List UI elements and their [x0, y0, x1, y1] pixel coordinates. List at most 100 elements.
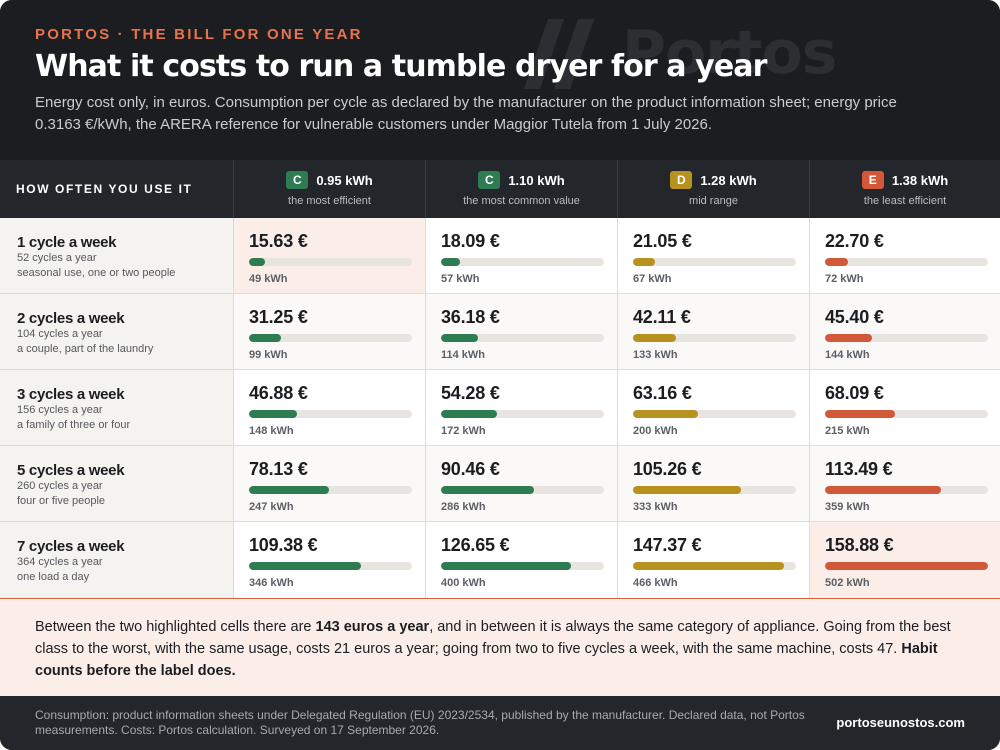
annual-cost: 78.13 € — [249, 459, 308, 479]
usage-label: 2 cycles a week 104 cycles a year a couple… — [0, 294, 233, 369]
household-type: seasonal use, one or two people — [17, 267, 176, 279]
annual-kwh: 57 kWh — [441, 273, 480, 285]
cost-cell: 68.09 € 215 kWh — [809, 370, 1000, 445]
annual-cost: 68.09 € — [825, 383, 884, 403]
annual-cost: 18.09 € — [441, 231, 500, 251]
consumption-bar — [441, 334, 604, 342]
annual-cost: 63.16 € — [633, 383, 692, 403]
consumption-bar — [825, 562, 988, 570]
consumption-bar — [441, 486, 604, 494]
cost-cell: 105.26 € 333 kWh — [617, 446, 809, 521]
annual-cost: 113.49 € — [825, 459, 893, 479]
consumption-bar-fill — [633, 486, 742, 494]
usage-label: 3 cycles a week 156 cycles a year a family… — [0, 370, 233, 445]
table-row: 1 cycle a week 52 cycles a year seasonal u… — [0, 218, 1000, 294]
annual-kwh: 114 kWh — [441, 349, 486, 361]
consumption-bar-fill — [825, 334, 872, 342]
consumption-bar — [441, 258, 604, 266]
annual-kwh: 466 kWh — [633, 577, 678, 589]
consumption-bar-fill — [441, 258, 460, 266]
cost-cell: 36.18 € 114 kWh — [425, 294, 617, 369]
note-highlight: 143 euros a year — [315, 619, 430, 635]
consumption-bar-fill — [825, 410, 895, 418]
table-row: 3 cycles a week 156 cycles a year a family… — [0, 370, 1000, 446]
annual-cost: 105.26 € — [633, 459, 702, 479]
column-header: C 0.95 kWh the most efficient — [233, 160, 425, 218]
annual-cost: 15.63 € — [249, 231, 308, 251]
column-header: C 1.10 kWh the most common value — [425, 160, 617, 218]
usage-label: 1 cycle a week 52 cycles a year seasonal u… — [0, 218, 233, 293]
energy-class-badge: C — [478, 171, 501, 189]
header: Portos PORTOS · THE BILL FOR ONE YEAR Wh… — [0, 0, 1000, 160]
annual-cost: 31.25 € — [249, 307, 308, 327]
consumption-bar — [249, 562, 412, 570]
watermark-text: Portos — [622, 18, 837, 88]
annual-kwh: 72 kWh — [825, 273, 864, 285]
consumption-bar — [441, 562, 604, 570]
consumption-bar — [825, 258, 988, 266]
consumption-bar — [633, 258, 796, 266]
annual-cost: 21.05 € — [633, 231, 692, 251]
annual-cost: 147.37 € — [633, 535, 702, 555]
usage-title: 1 cycle a week — [17, 234, 117, 251]
annual-kwh: 286 kWh — [441, 501, 486, 513]
summary-note: Between the two highlighted cells there … — [0, 598, 1000, 696]
annual-kwh: 400 kWh — [441, 577, 486, 589]
portos-watermark: Portos — [520, 8, 837, 98]
cost-cell: 45.40 € 144 kWh — [809, 294, 1000, 369]
usage-label: 7 cycles a week 364 cycles a year one load… — [0, 522, 233, 598]
cost-cell: 113.49 € 359 kWh — [809, 446, 1000, 521]
consumption-bar-fill — [249, 486, 330, 494]
table-row: 5 cycles a week 260 cycles a year four or … — [0, 446, 1000, 522]
cost-cell: 21.05 € 67 kWh — [617, 218, 809, 293]
cost-cell: 63.16 € 200 kWh — [617, 370, 809, 445]
annual-kwh: 144 kWh — [825, 349, 870, 361]
annual-kwh: 67 kWh — [633, 273, 672, 285]
source-note: Consumption: product information sheets … — [35, 708, 805, 737]
annual-cost: 158.88 € — [825, 535, 894, 555]
consumption-bar — [825, 334, 988, 342]
kwh-per-cycle: 1.38 kWh — [891, 172, 949, 188]
note-text: , and in between it is always the same c… — [35, 619, 951, 657]
cost-cell: 158.88 € 502 kWh — [809, 522, 1000, 598]
column-header: D 1.28 kWh mid range — [617, 160, 809, 218]
slash-logo-icon — [524, 19, 594, 89]
cycles-per-year: 104 cycles a year — [17, 328, 103, 340]
annual-kwh: 99 kWh — [249, 349, 288, 361]
table-header: HOW OFTEN YOU USE IT C 0.95 kWh the most… — [0, 160, 1000, 218]
annual-kwh: 133 kWh — [633, 349, 678, 361]
table-row: 2 cycles a week 104 cycles a year a couple… — [0, 294, 1000, 370]
annual-kwh: 359 kWh — [825, 501, 870, 513]
annual-cost: 45.40 € — [825, 307, 884, 327]
cost-table: HOW OFTEN YOU USE IT C 0.95 kWh the most… — [0, 160, 1000, 598]
energy-class-badge: D — [670, 171, 693, 189]
consumption-bar — [249, 334, 412, 342]
cost-cell: 147.37 € 466 kWh — [617, 522, 809, 598]
page-title: What it costs to run a tumble dryer for … — [35, 49, 767, 84]
consumption-bar-fill — [249, 562, 362, 570]
annual-kwh: 148 kWh — [249, 425, 294, 437]
cycles-per-year: 156 cycles a year — [17, 404, 103, 416]
column-subtitle: the least efficient — [863, 195, 947, 207]
household-type: four or five people — [17, 495, 106, 507]
consumption-bar-fill — [825, 486, 942, 494]
annual-kwh: 346 kWh — [249, 577, 294, 589]
kicker: PORTOS · THE BILL FOR ONE YEAR — [35, 26, 363, 43]
site-link[interactable]: portoseunostos.com — [836, 715, 965, 730]
note-conclusion: Habit counts before the label does. — [35, 641, 938, 679]
cost-cell: 42.11 € 133 kWh — [617, 294, 809, 369]
column-subtitle: the most efficient — [288, 195, 371, 207]
consumption-bar-fill — [441, 410, 497, 418]
consumption-bar — [249, 486, 412, 494]
cost-cell: 109.38 € 346 kWh — [233, 522, 425, 598]
kwh-per-cycle: 1.10 kWh — [508, 172, 565, 188]
subtitle: Energy cost only, in euros. Consumption … — [35, 94, 897, 133]
usage-column-header: HOW OFTEN YOU USE IT — [16, 182, 193, 196]
cost-cell: 46.88 € 148 kWh — [233, 370, 425, 445]
household-type: one load a day — [17, 571, 90, 583]
consumption-bar-fill — [249, 334, 282, 342]
annual-cost: 54.28 € — [441, 383, 500, 403]
cost-cell: 22.70 € 72 kWh — [809, 218, 1000, 293]
usage-title: 7 cycles a week — [17, 538, 125, 555]
